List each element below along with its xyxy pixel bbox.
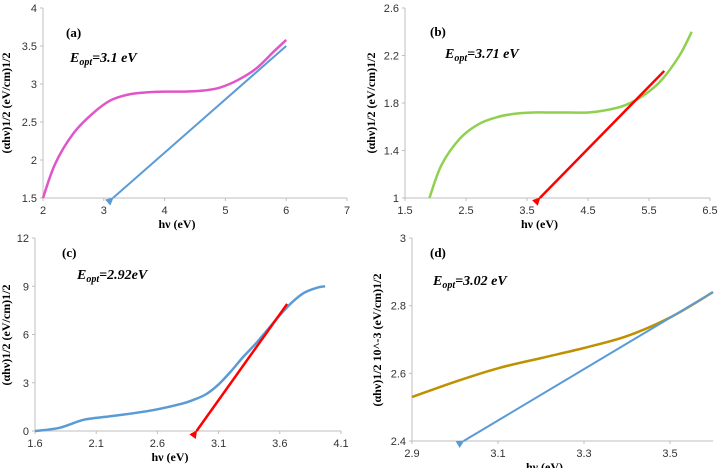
x-tick-label: 3.5 (662, 448, 677, 460)
x-tick-label: 4 (162, 205, 168, 217)
y-tick-label: 4 (31, 3, 37, 15)
y-tick-label: 2.5 (22, 117, 37, 129)
y-tick-label: 2.4 (391, 436, 406, 448)
y-axis-label: (αhν)1/2 (eV/cm)1/2 (0, 284, 13, 385)
y-tick-label: 2.2 (384, 51, 399, 63)
y-tick-label: 1.8 (384, 98, 399, 110)
data-curve (41, 38, 288, 199)
panel-tag: (a) (66, 25, 81, 40)
y-tick-label: 12 (17, 233, 29, 245)
chart-panel-4: 2.9 3.1 3.3 3.5 2.4 2.6 2.8 3 hν (eV) (αhν)1/2 10… (370, 233, 714, 468)
eopt-annotation: Eopt=3.02 eV (432, 274, 508, 291)
y-tick-label: 2.8 (391, 301, 406, 313)
x-tick-label: 2.1 (89, 438, 104, 450)
x-axis-label: hν (eV) (158, 217, 195, 231)
y-tick-label: 9 (23, 281, 29, 293)
data-curve (34, 285, 326, 433)
y-tick-label: 0 (23, 426, 29, 438)
eopt-annotation: Eopt=3.71 eV (444, 47, 520, 64)
x-tick-label: 3 (101, 205, 107, 217)
x-axis-label: hν (eV) (151, 450, 188, 464)
eopt-annotation: Eopt=3.1 eV (69, 51, 138, 68)
x-axis-label: hν (eV) (521, 217, 558, 231)
x-tick-label: 1.6 (27, 438, 42, 450)
y-tick-label: 6 (23, 330, 29, 342)
y-tick-label: 1 (393, 193, 399, 205)
panel-tag: (d) (430, 245, 446, 260)
x-tick-label: 1.5 (397, 205, 412, 217)
y-tick-label: 3 (400, 233, 406, 245)
y-tick-label: 3 (31, 79, 37, 91)
chart-panel-3: 1.6 2.1 2.6 3.1 3.6 4.1 0 3 6 9 12 hν (eV) (αhν)1/2 … (0, 233, 349, 464)
x-tick-label: 6.5 (702, 205, 717, 217)
x-tick-label: 2.5 (458, 205, 473, 217)
tangent-fit-line (105, 45, 287, 206)
y-axis-label: (αhν)1/2 10^-3 (eV/cm)1/2 (370, 273, 384, 406)
x-tick-label: 2 (40, 205, 46, 217)
y-tick-label: 3 (23, 378, 29, 390)
x-tick-label: 4.5 (580, 205, 595, 217)
y-tick-label: 2.6 (391, 368, 406, 380)
y-tick-label: 3.5 (22, 41, 37, 53)
y-tick-label: 1.4 (384, 146, 399, 158)
panel-tag: (c) (62, 245, 76, 260)
x-tick-label: 5.5 (641, 205, 656, 217)
panel-tag: (b) (430, 24, 446, 39)
x-tick-label: 2.9 (404, 448, 419, 460)
y-tick-label: 1.5 (22, 193, 37, 205)
x-tick-label: 7 (344, 205, 350, 217)
x-tick-label: 6 (283, 205, 289, 217)
y-axis-label: (αhν)1/2 (eV/cm)1/2 (0, 52, 13, 153)
y-axis-label: (αhν)1/2 (eV/cm)1/2 (364, 52, 378, 153)
tangent-fit-line (189, 303, 289, 440)
data-curve (428, 31, 693, 199)
x-tick-label: 3.3 (576, 448, 591, 460)
y-tick-label: 2.6 (384, 3, 399, 15)
x-tick-label: 3.6 (272, 438, 287, 450)
x-tick-label: 4.1 (333, 438, 348, 450)
tangent-fit-line (455, 291, 714, 449)
x-axis-label: hν (eV) (526, 460, 563, 468)
eopt-annotation: Eopt=2.92eV (76, 268, 149, 285)
tangent-fit-line (532, 70, 666, 206)
x-tick-label: 3.1 (211, 438, 226, 450)
y-tick-label: 2 (31, 155, 37, 167)
x-tick-label: 3.5 (519, 205, 534, 217)
x-tick-label: 5 (222, 205, 228, 217)
chart-panel-2: 1.5 2.5 3.5 4.5 5.5 6.5 1 1.4 1.8 2.2 2.6 hν (eV) (α… (364, 3, 718, 231)
x-tick-label: 3.1 (490, 448, 505, 460)
x-tick-label: 2.6 (150, 438, 165, 450)
